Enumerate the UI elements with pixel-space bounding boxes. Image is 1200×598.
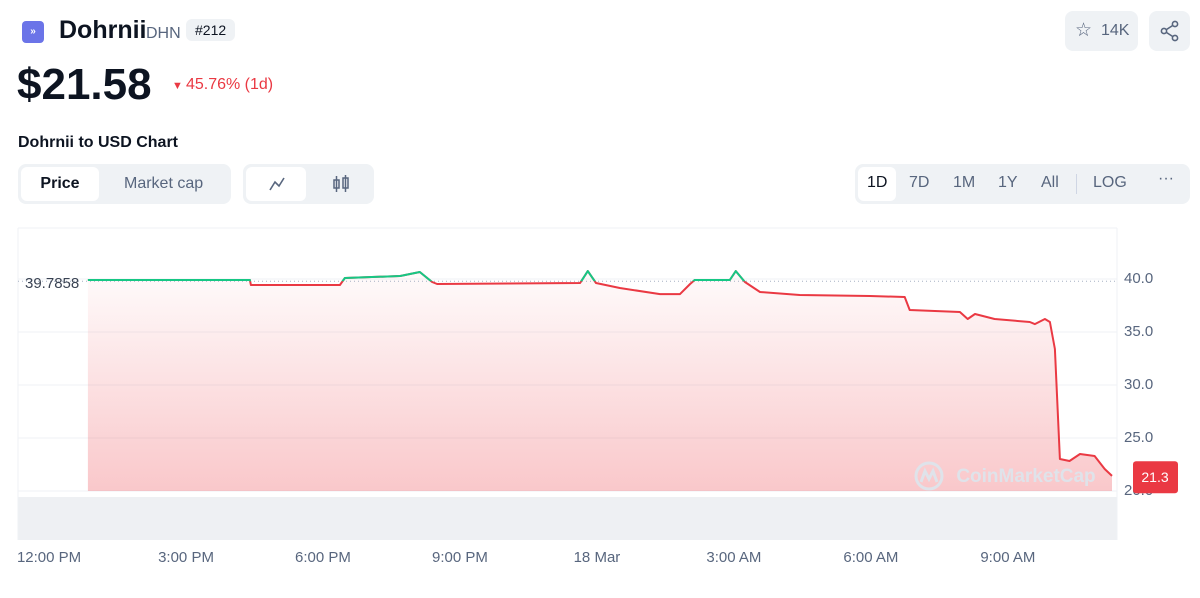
current-price-label: 21.3 [1141,469,1168,485]
line-icon [269,177,285,191]
y-tick-label: 35.0 [1124,323,1153,340]
x-tick-label: 6:00 PM [295,549,351,566]
range-1m[interactable]: 1M [953,174,976,191]
x-tick-label: 18 Mar [574,549,621,566]
y-tick-label: 25.0 [1124,429,1153,446]
x-tick-label: 9:00 AM [980,549,1035,566]
share-button[interactable] [1149,11,1190,51]
watermark-logo [914,461,944,491]
coin-rank: #212 [186,19,236,41]
reference-label: 39.7858 [25,275,79,292]
watchlist-count: 14K [1101,22,1130,39]
chart-heading: Dohrnii to USD Chart [18,134,178,151]
current-price-box [1133,461,1178,494]
x-tick-label: 6:00 AM [843,549,898,566]
price-line-above-reference [87,270,746,282]
share-icon [1160,20,1179,42]
x-tick-label: 9:00 PM [432,549,488,566]
price-tab[interactable]: Price [21,167,99,201]
x-tick-label: 3:00 AM [706,549,761,566]
watchlist-button[interactable]: ☆ 14K [1065,11,1138,51]
selected-range-bg [858,167,896,201]
range-all[interactable]: All [1041,174,1059,191]
x-tick-label: 12:00 PM [17,549,81,566]
price-change: ▼ 45.76% (1d) [172,76,273,94]
volume-band [18,497,1117,540]
y-tick-label: 30.0 [1124,376,1153,393]
price: $21.58 [17,60,152,109]
more-button[interactable]: ··· [1158,170,1174,187]
chart-style-tabs [243,164,374,204]
coin-logo: » [22,21,44,43]
candle-style-button[interactable] [329,172,353,201]
x-tick-label: 3:00 PM [158,549,214,566]
range-tabs: 1D 7D 1M 1Y All LOG ··· [855,164,1190,204]
change-value: 45.76% (1d) [185,76,274,93]
range-1d[interactable]: 1D [867,174,888,191]
down-arrow: ▼ [172,80,186,92]
range-log[interactable]: LOG [1093,174,1127,191]
area-fill [87,271,1112,491]
range-7d[interactable]: 7D [909,174,930,191]
star-icon: ☆ [1075,20,1093,41]
coin-name: Dohrnii [59,16,147,44]
view-tabs: Price Market cap [18,164,231,204]
y-tick-label: 40.0 [1124,270,1153,287]
coin-symbol: DHN [146,25,181,42]
range-1y[interactable]: 1Y [998,174,1018,191]
watermark: CoinMarketCap [956,466,1095,487]
line-style-button[interactable] [246,167,306,201]
divider [1076,174,1077,194]
market-cap-tab[interactable]: Market cap [124,175,204,192]
candle-icon [333,175,349,192]
